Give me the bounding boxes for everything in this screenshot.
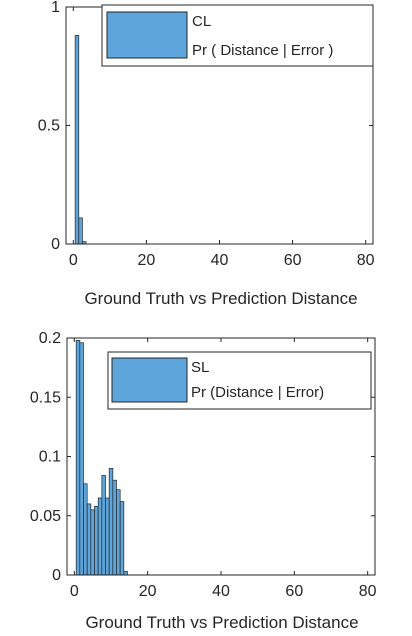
x-axis-label: Ground Truth vs Prediction Distance <box>84 289 357 308</box>
histogram-bar <box>79 342 84 576</box>
legend-entry-description: Pr (Distance | Error) <box>191 384 324 401</box>
bars-layer <box>75 340 128 576</box>
histogram-bar <box>97 497 103 576</box>
x-tick-label: 60 <box>284 252 302 269</box>
y-tick-label: 0.2 <box>39 330 61 347</box>
chart-top: 0 20 40 60 80 00.51 Ground Truth vs Predicti… <box>38 0 375 308</box>
ticks-layer <box>67 337 375 576</box>
x-tick-labels: 0 20 40 60 80 <box>70 583 377 600</box>
histogram-bar <box>94 505 99 576</box>
y-tick-labels: 0 0.05 0.1 0.15 0.2 <box>30 330 61 584</box>
y-tick-label: 0.1 <box>39 449 61 466</box>
legend-entry-description: Pr ( Distance | Error ) <box>192 42 333 59</box>
y-tick-label: 0 <box>52 567 61 584</box>
y-tick-label: 0.15 <box>30 389 61 406</box>
histogram-bar <box>74 35 80 245</box>
x-tick-label: 0 <box>70 583 79 600</box>
histogram-bar <box>86 503 92 576</box>
histogram-bar <box>101 475 106 576</box>
chart-bottom: 0 20 40 60 80 0 0.05 0.1 0.15 0.2 Ground Truth v… <box>30 330 377 632</box>
histogram-bar <box>75 340 81 576</box>
histogram-bar <box>123 571 128 576</box>
x-tick-labels: 0 20 40 60 80 <box>69 252 375 269</box>
y-tick-labels: 00.51 <box>38 0 60 253</box>
histogram-bar <box>116 489 121 576</box>
legend-entry-name: SL <box>191 359 209 376</box>
histogram-bar <box>108 468 114 576</box>
histogram-bar <box>112 479 117 576</box>
legend-entry-name: CL <box>192 13 211 30</box>
x-tick-label: 0 <box>69 252 78 269</box>
y-tick-label: 0.05 <box>30 508 61 525</box>
legend: SL Pr (Distance | Error) <box>107 351 372 410</box>
bars-layer <box>74 35 87 245</box>
legend-swatch <box>106 11 188 59</box>
legend-swatch <box>111 357 188 403</box>
histogram-bar <box>78 217 83 245</box>
histogram-bar <box>119 501 125 576</box>
x-tick-label: 20 <box>138 252 156 269</box>
histogram-bar <box>83 483 88 576</box>
x-axis-label: Ground Truth vs Prediction Distance <box>85 613 358 632</box>
x-tick-label: 60 <box>285 583 303 600</box>
legend: CL Pr ( Distance | Error ) <box>101 4 374 67</box>
x-tick-label: 40 <box>211 252 229 269</box>
histogram-bar <box>105 497 110 576</box>
x-tick-label: 80 <box>357 252 375 269</box>
x-tick-label: 20 <box>139 583 157 600</box>
histogram-bar <box>90 509 95 576</box>
y-tick-label: 1 <box>51 0 60 16</box>
y-tick-label: 0.5 <box>38 118 60 135</box>
x-tick-label: 40 <box>212 583 230 600</box>
x-tick-label: 80 <box>359 583 377 600</box>
y-tick-label: 0 <box>51 236 60 253</box>
